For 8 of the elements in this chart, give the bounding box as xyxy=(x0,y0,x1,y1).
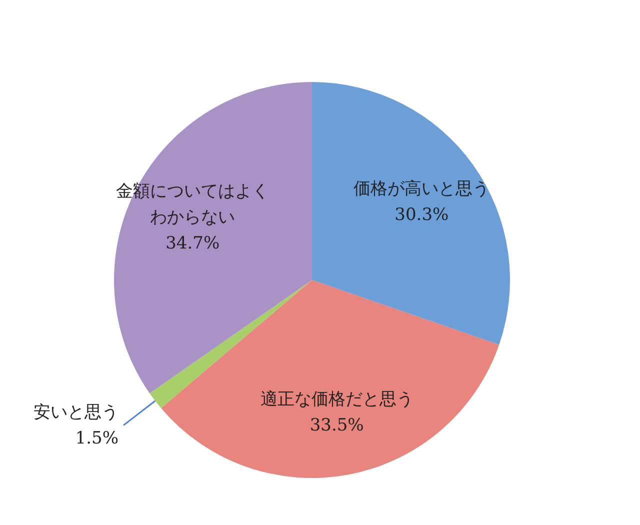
data-label: 30.3% xyxy=(394,204,449,225)
slice-label: 価格が高いと思う xyxy=(354,178,490,199)
data-label: 34.7% xyxy=(166,234,220,254)
slice-label: 安いと思う xyxy=(33,402,118,422)
slice-label: 適正な価格だと思う xyxy=(260,389,414,410)
slice-label: 金額についてはよくわからない xyxy=(116,182,270,228)
data-label: 33.5% xyxy=(310,415,364,436)
data-label: 1.5% xyxy=(75,428,118,448)
